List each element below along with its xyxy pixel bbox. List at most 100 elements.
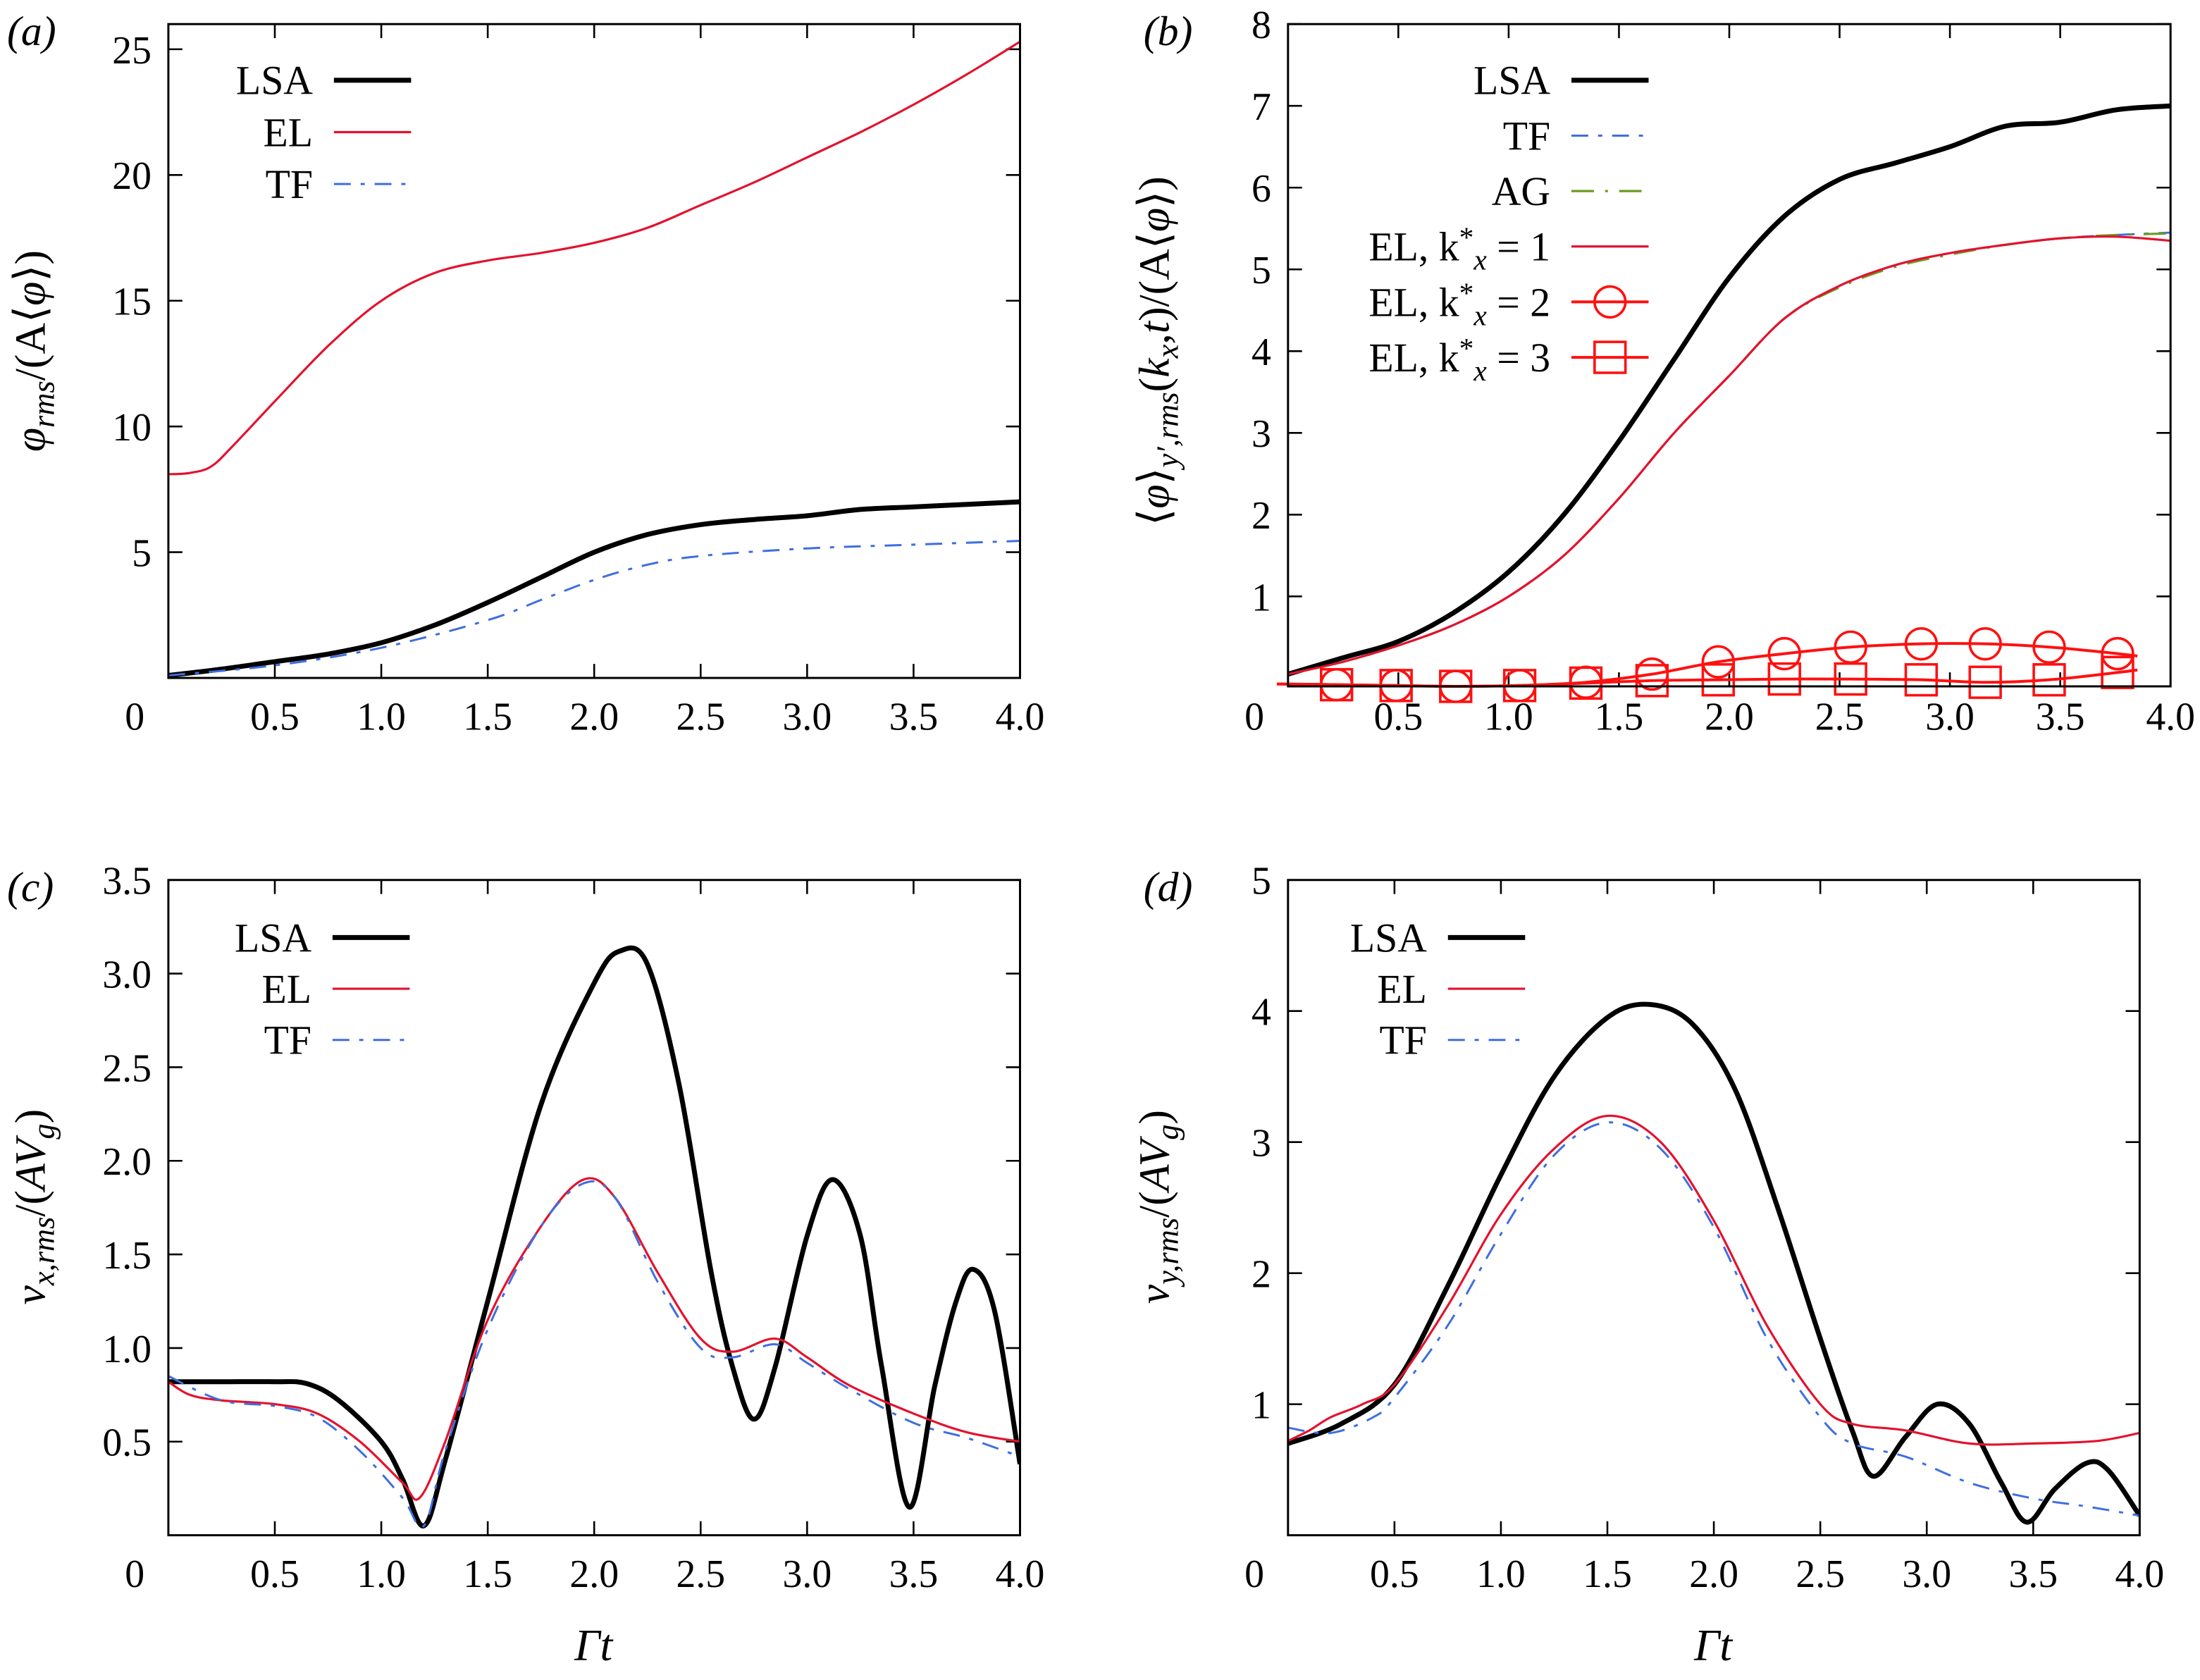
text-part: ⟩) bbox=[1131, 176, 1179, 208]
x-tick-label: 4.0 bbox=[996, 1552, 1045, 1596]
text-part: , bbox=[1131, 333, 1179, 344]
text-part: v bbox=[1131, 1284, 1179, 1304]
x-tick-label: 3.0 bbox=[783, 1552, 832, 1596]
y-tick-label: 5 bbox=[132, 532, 152, 576]
x-tick-label: 0 bbox=[1244, 1552, 1264, 1596]
x-tick-label: 2.5 bbox=[676, 1552, 725, 1596]
text-part: ) bbox=[7, 1109, 55, 1124]
square-marker bbox=[1904, 663, 1939, 697]
text-part: Γt bbox=[574, 1620, 613, 1670]
text-part: EL bbox=[1377, 968, 1427, 1012]
x-tick-label: 1.5 bbox=[1583, 1552, 1632, 1596]
series-group bbox=[1277, 103, 2171, 703]
text-part: )/(A⟨ bbox=[1131, 232, 1179, 321]
text-part: = 2 bbox=[1487, 280, 1550, 325]
circle-marker bbox=[1904, 626, 1939, 661]
x-tick-label: 2.5 bbox=[1796, 1552, 1845, 1596]
x-tick-label: 4.0 bbox=[2146, 696, 2195, 739]
text-part: y′,rms bbox=[1150, 392, 1185, 470]
y-tick-label: 10 bbox=[112, 406, 152, 450]
plot-frame bbox=[1287, 879, 2141, 1537]
x-tick-label: 0 bbox=[125, 1552, 144, 1596]
legend-label: LSA bbox=[1473, 59, 1550, 104]
y-tick-label: 0.5 bbox=[102, 1421, 152, 1465]
circle-marker bbox=[2101, 636, 2134, 671]
text-part: Γt bbox=[1693, 1620, 1733, 1670]
x-tick-label: 1.5 bbox=[1595, 696, 1644, 739]
y-tick-label: 15 bbox=[112, 280, 152, 324]
text-part: g bbox=[1150, 1125, 1185, 1140]
text-part: TF bbox=[266, 163, 313, 207]
text-part: ⟩ bbox=[1131, 468, 1179, 485]
x-axis-label: Γt bbox=[574, 1620, 613, 1670]
circle-marker bbox=[1593, 285, 1627, 319]
text-part: AV bbox=[7, 1135, 55, 1193]
x-tick-label: 3.0 bbox=[1925, 696, 1975, 739]
circle-marker bbox=[1968, 626, 2002, 661]
series-group bbox=[168, 945, 1020, 1528]
text-part: k bbox=[1131, 357, 1179, 378]
y-tick-label: 1.5 bbox=[102, 1234, 152, 1278]
square-marker bbox=[1593, 340, 1627, 374]
text-part: * bbox=[1459, 276, 1474, 309]
y-tick-label: 2.5 bbox=[102, 1046, 152, 1090]
x-tick-label: 3.5 bbox=[2008, 1552, 2058, 1596]
x-tick-label: 3.5 bbox=[889, 696, 939, 739]
series-line-EL bbox=[1287, 1114, 2140, 1446]
x-tick-label: 3.5 bbox=[2036, 696, 2085, 739]
legend-label: LSA bbox=[1350, 916, 1427, 961]
y-tick-label: 20 bbox=[112, 154, 152, 198]
text-part: φ bbox=[7, 282, 55, 306]
x-tick-label: 0.5 bbox=[1374, 696, 1423, 739]
y-tick-label: 4 bbox=[1252, 331, 1271, 374]
x-tick-label: 1.5 bbox=[463, 696, 512, 739]
circle-marker bbox=[1701, 645, 1736, 679]
text-part: * bbox=[1459, 332, 1474, 364]
series-line-LSA bbox=[168, 945, 1020, 1528]
x-tick-label: 4.0 bbox=[2115, 1552, 2165, 1596]
x-tick-label: 2.5 bbox=[676, 696, 725, 739]
x-tick-label: 1.0 bbox=[1484, 696, 1533, 739]
y-tick-label: 5 bbox=[1252, 860, 1271, 903]
x-tick-label: 0.5 bbox=[250, 1552, 299, 1596]
text-part: /( bbox=[7, 1190, 55, 1217]
square-marker bbox=[1635, 664, 1669, 698]
circle-marker bbox=[2032, 630, 2066, 664]
text-part: EL bbox=[261, 968, 311, 1012]
x-tick-label: 1.0 bbox=[357, 696, 406, 739]
text-part: EL bbox=[263, 111, 313, 155]
y-tick-label: 3.0 bbox=[102, 953, 152, 996]
text-part: LSA bbox=[235, 916, 311, 961]
square-marker bbox=[2032, 663, 2066, 697]
series-line-EL bbox=[1287, 235, 2171, 676]
text-part: φ bbox=[1131, 208, 1179, 232]
text-part: TF bbox=[1380, 1019, 1427, 1063]
text-part: * bbox=[1459, 221, 1474, 254]
x-tick-label: 1.0 bbox=[1476, 1552, 1526, 1596]
plot-frame bbox=[167, 23, 1022, 679]
text-part: EL, k bbox=[1368, 226, 1459, 270]
text-part: LSA bbox=[1350, 916, 1427, 961]
legend-label: LSA bbox=[235, 916, 311, 961]
text-part: φ bbox=[7, 428, 55, 452]
y-tick-label: 2 bbox=[1252, 494, 1271, 538]
x-tick-label: 3.5 bbox=[889, 1552, 939, 1596]
text-part: x bbox=[1473, 243, 1487, 276]
y-tick-label: 25 bbox=[112, 29, 152, 73]
legend-label: TF bbox=[1380, 1019, 1427, 1063]
panel-label: (a) bbox=[7, 8, 56, 54]
y-tick-label: 3 bbox=[1252, 1122, 1271, 1166]
text-part: LSA bbox=[236, 59, 313, 104]
series-line-LSA bbox=[1287, 1001, 2140, 1525]
panel-d: (d) 0 0.5 1.0 1.5 2.0 2.5 3.0 3.5 4.0 1 2 3 4 5 vy,rms/… bbox=[1131, 860, 2165, 1670]
series-group bbox=[168, 40, 1020, 678]
square-marker bbox=[1701, 663, 1736, 697]
y-tick-label: 6 bbox=[1252, 167, 1271, 211]
text-part: φ bbox=[1131, 485, 1179, 509]
panel-label: (d) bbox=[1144, 864, 1193, 910]
text-part: ⟨ bbox=[1131, 509, 1179, 526]
text-part: EL, k bbox=[1368, 280, 1459, 325]
y-tick-label: 3.5 bbox=[102, 860, 152, 903]
x-tick-label: 0.5 bbox=[250, 696, 299, 739]
